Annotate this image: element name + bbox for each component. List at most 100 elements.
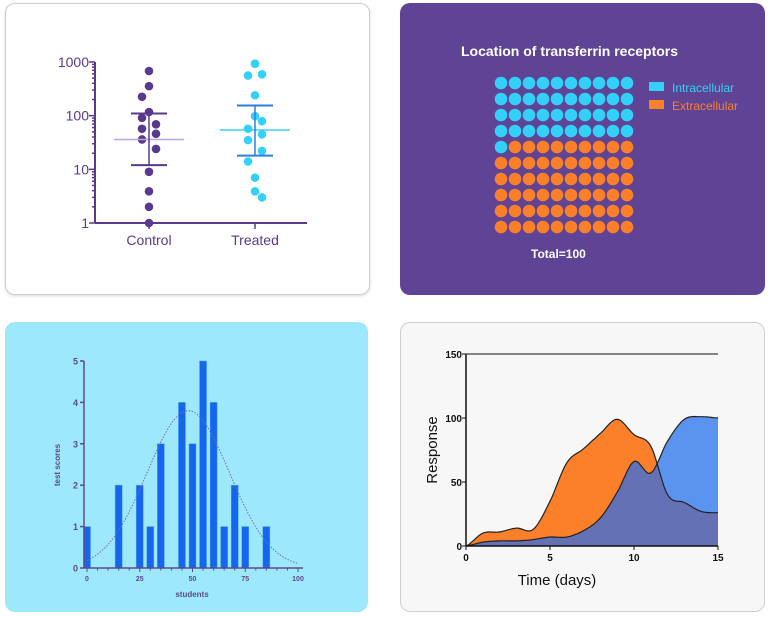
x-tick-label: 5 <box>547 553 553 564</box>
waffle-dot-intracellular <box>536 108 550 122</box>
area-chart: 0 50 100 150 0 5 10 15 Time (days) Response <box>424 350 724 589</box>
legend-label-extracellular: Extracellular <box>672 99 738 113</box>
waffle-dot-intracellular <box>508 108 522 122</box>
waffle-dot-intracellular <box>564 76 578 90</box>
scatter-chart: 1 10 100 1000 Control Treated <box>58 54 307 248</box>
waffle-dot-extracellular <box>578 172 592 186</box>
data-point-treated <box>243 135 253 145</box>
waffle-dot-extracellular <box>550 140 564 154</box>
y-tick-label: 1 <box>81 215 89 231</box>
legend-swatch-intracellular <box>649 82 664 91</box>
waffle-dot-extracellular <box>522 220 536 234</box>
x-tick-label: 100 <box>292 576 304 583</box>
waffle-dot-intracellular <box>620 76 634 90</box>
waffle-chart: Location of transferrin receptors Total=… <box>461 43 738 261</box>
histogram-bar <box>220 526 228 569</box>
waffle-dot-extracellular <box>620 220 634 234</box>
y-tick-label: 10 <box>73 161 89 177</box>
waffle-dot-intracellular <box>564 124 578 138</box>
y-tick-label: 4 <box>73 398 78 408</box>
data-point-treated <box>257 193 267 202</box>
y-tick-label: 2 <box>73 481 78 491</box>
data-point-control <box>144 202 154 212</box>
waffle-dot-extracellular <box>606 156 620 170</box>
data-point-treated <box>257 146 267 156</box>
waffle-dot-extracellular <box>564 172 578 186</box>
line-series-orange <box>465 418 718 547</box>
waffle-dot-intracellular <box>536 76 550 90</box>
waffle-dot-intracellular <box>620 108 634 122</box>
waffle-dot-extracellular <box>536 156 550 170</box>
waffle-dot-extracellular <box>606 140 620 154</box>
data-point-control <box>151 144 161 154</box>
waffle-dot-extracellular <box>620 172 634 186</box>
data-point-control <box>137 124 147 134</box>
waffle-dot-intracellular <box>550 108 564 122</box>
waffle-dot-intracellular <box>606 92 620 106</box>
waffle-dot-extracellular <box>494 220 508 234</box>
waffle-dot-extracellular <box>550 156 564 170</box>
waffle-dot-intracellular <box>494 92 508 106</box>
waffle-dot-extracellular <box>494 172 508 186</box>
waffle-dot-extracellular <box>564 188 578 202</box>
histogram-bar <box>241 526 249 569</box>
waffle-dot-extracellular <box>592 140 606 154</box>
data-point-control <box>137 92 147 102</box>
waffle-dot-extracellular <box>522 204 536 218</box>
waffle-dot-intracellular <box>522 108 536 122</box>
waffle-dot-intracellular <box>564 92 578 106</box>
waffle-dot-intracellular <box>550 92 564 106</box>
waffle-dot-extracellular <box>564 220 578 234</box>
waffle-dot-extracellular <box>620 188 634 202</box>
waffle-dot-extracellular <box>508 156 522 170</box>
y-tick-label: 0 <box>73 564 78 574</box>
waffle-dot-intracellular <box>536 124 550 138</box>
waffle-dot-intracellular <box>550 76 564 90</box>
histogram-bar <box>136 484 144 569</box>
data-point-control <box>144 186 154 196</box>
y-tick-label: 100 <box>445 414 462 425</box>
histogram-ylabel: test scores <box>53 443 62 486</box>
waffle-dot-extracellular <box>536 140 550 154</box>
waffle-dot-intracellular <box>508 76 522 90</box>
data-point-treated <box>257 129 267 139</box>
waffle-dot-extracellular <box>508 220 522 234</box>
waffle-total: Total=100 <box>531 247 586 261</box>
waffle-dot-intracellular <box>620 124 634 138</box>
data-point-control <box>144 167 154 177</box>
waffle-dot-intracellular <box>578 124 592 138</box>
waffle-dot-extracellular <box>494 156 508 170</box>
x-tick-label: 75 <box>241 576 249 583</box>
waffle-dot-intracellular <box>522 124 536 138</box>
data-point-treated <box>250 90 260 100</box>
waffle-dot-extracellular <box>508 188 522 202</box>
waffle-dot-intracellular <box>606 76 620 90</box>
waffle-dot-extracellular <box>592 204 606 218</box>
histogram-panel <box>5 322 368 612</box>
histogram-bar <box>146 526 155 569</box>
waffle-dot-extracellular <box>578 140 592 154</box>
waffle-dot-extracellular <box>550 172 564 186</box>
y-tick-label: 3 <box>73 439 78 449</box>
x-tick-label: 0 <box>85 576 89 583</box>
waffle-dot-extracellular <box>536 220 550 234</box>
waffle-dot-extracellular <box>606 188 620 202</box>
waffle-dot-intracellular <box>550 124 564 138</box>
waffle-dot-extracellular <box>592 172 606 186</box>
x-tick-label: 50 <box>189 576 197 583</box>
legend-swatch-extracellular <box>649 100 664 109</box>
waffle-dot-extracellular <box>564 156 578 170</box>
waffle-dot-intracellular <box>592 92 606 106</box>
histogram-bar <box>199 360 207 569</box>
waffle-dot-intracellular <box>508 124 522 138</box>
data-point-treated <box>243 71 253 80</box>
area-overlap <box>466 461 718 546</box>
waffle-dot-intracellular <box>620 92 634 106</box>
histogram-bar <box>188 443 197 569</box>
waffle-dot-intracellular <box>606 108 620 122</box>
histogram-bar <box>230 484 239 569</box>
waffle-dot-extracellular <box>536 172 550 186</box>
waffle-dot-extracellular <box>564 140 578 154</box>
y-tick-label: 100 <box>66 108 90 124</box>
